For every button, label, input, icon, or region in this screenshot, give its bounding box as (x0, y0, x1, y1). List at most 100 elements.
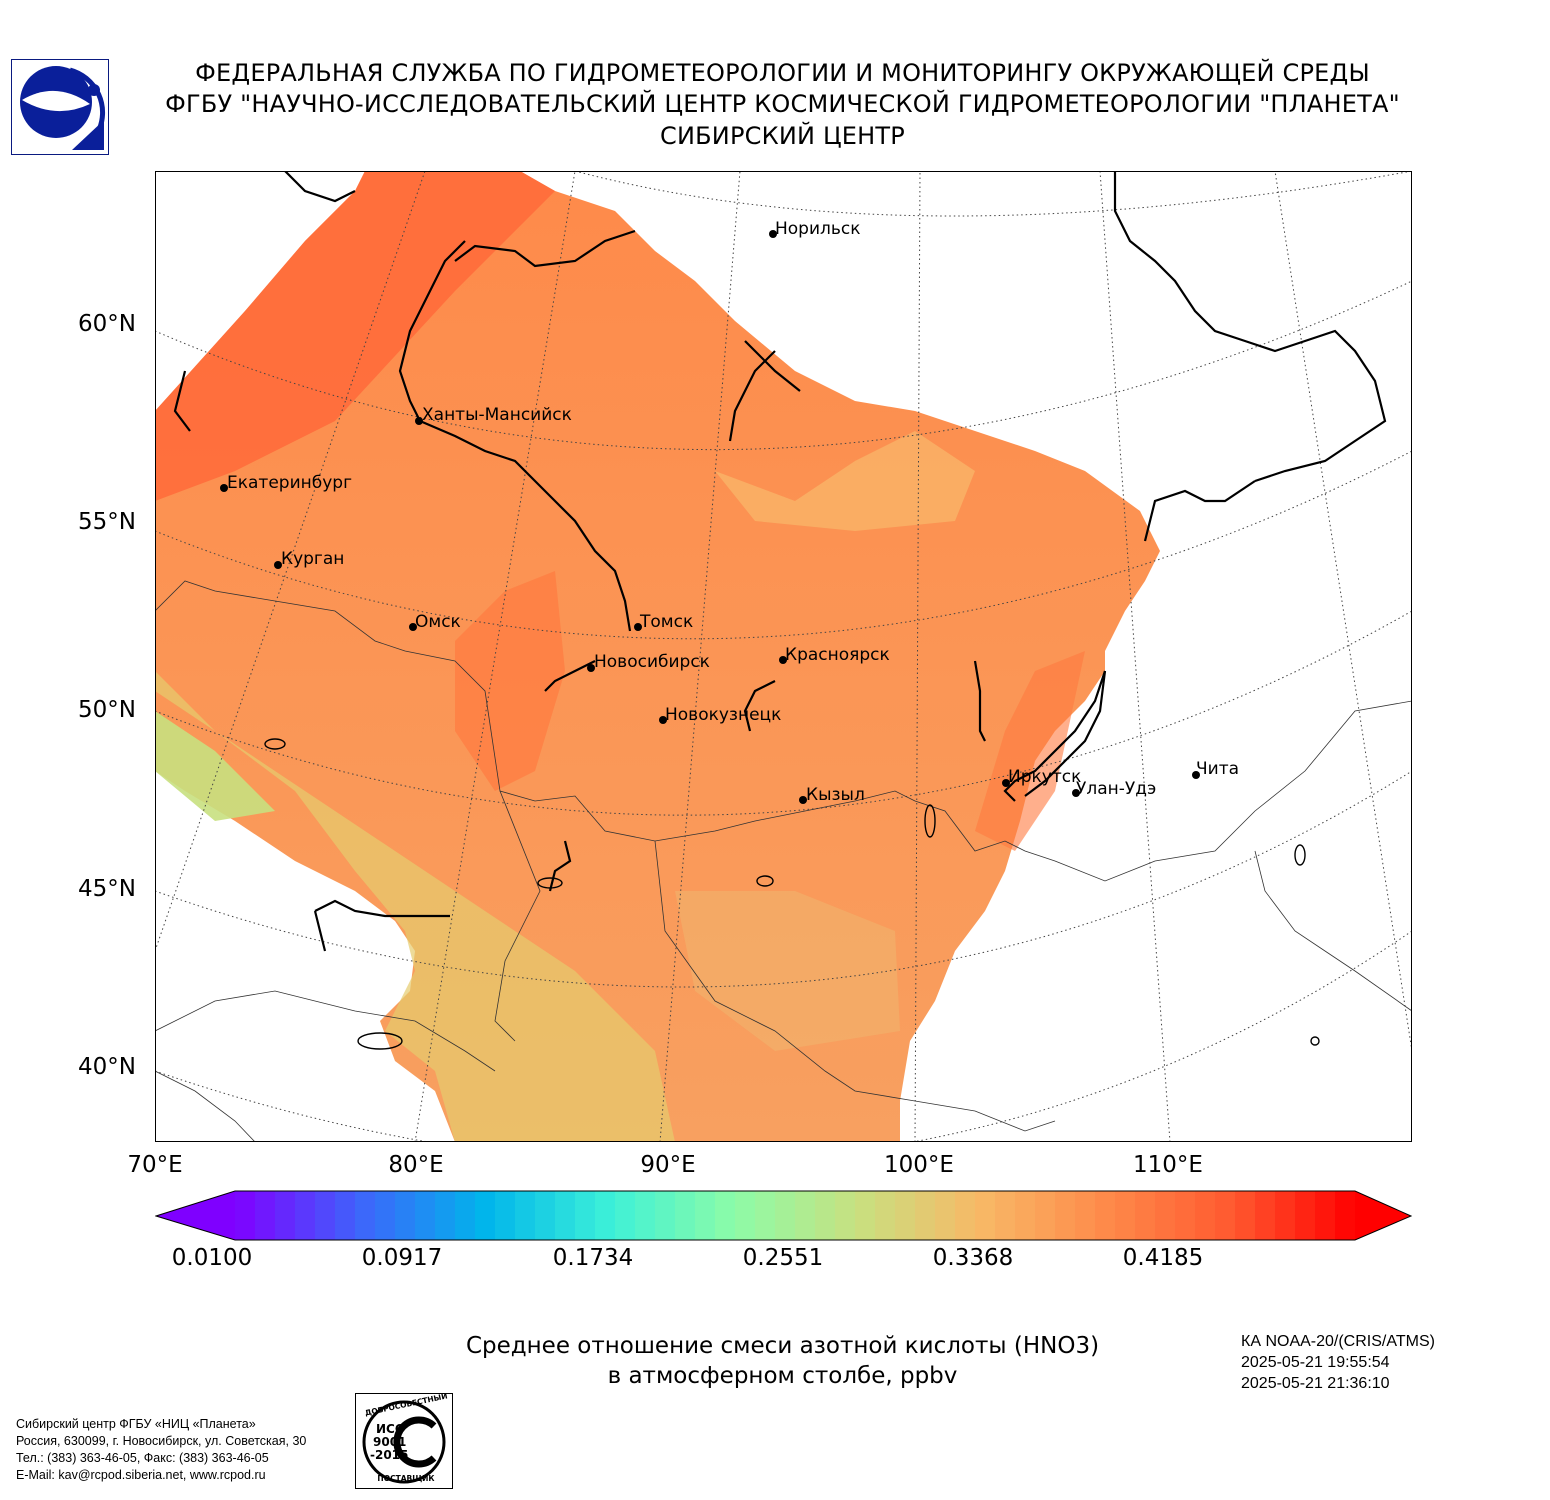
colorbar-cell (935, 1191, 956, 1240)
iso-badge-2015: -2015 (370, 1448, 409, 1462)
caption-line1: Среднее отношение смеси азотной кислоты … (465, 1333, 1100, 1359)
colorbar-cell (1335, 1191, 1356, 1240)
satellite-name: КА NOAA-20/(CRIS/ATMS) (1241, 1333, 1435, 1350)
colorbar-tick-4: 0.3368 (932, 1245, 1014, 1271)
iso-badge: ДОБРОСОВЕСТНЫЙ ИСО 9001 -2015 ПОСТАВЩИК (355, 1393, 453, 1489)
colorbar-cell (495, 1191, 516, 1240)
header-agency: ФЕДЕРАЛЬНАЯ СЛУЖБА ПО ГИДРОМЕТЕОРОЛОГИИ … (195, 59, 1370, 87)
colorbar-cell (1115, 1191, 1136, 1240)
city-label-kyzyl: Кызыл (806, 785, 865, 805)
contact-line3: Тел.: (383) 363-46-05, Факс: (383) 363-4… (16, 1451, 269, 1465)
city-label-novosibirsk: Новосибирск (594, 652, 710, 672)
city-dot-tomsk (634, 623, 642, 631)
colorbar-cell (915, 1191, 936, 1240)
colorbar-cell (355, 1191, 376, 1240)
colorbar-cell (1175, 1191, 1196, 1240)
colorbar-cell (955, 1191, 976, 1240)
header-center: СИБИРСКИЙ ЦЕНТР (660, 122, 905, 150)
header-institute: ФГБУ "НАУЧНО-ИССЛЕДОВАТЕЛЬСКИЙ ЦЕНТР КОС… (165, 90, 1400, 118)
colorbar-cell (235, 1191, 256, 1240)
contact-line4: E-Mail: kav@rcpod.siberia.net, www.rcpod… (16, 1468, 266, 1482)
iso-badge-9001: 9001 (373, 1435, 407, 1449)
city-label-ulan-ude: Улан-Удэ (1076, 779, 1157, 799)
colorbar-cell (295, 1191, 316, 1240)
colorbar-cell (1155, 1191, 1176, 1240)
city-dot-chita (1192, 771, 1200, 779)
city-dot-novokuznetsk (659, 716, 667, 724)
colorbar-tick-3: 0.2551 (742, 1245, 824, 1271)
lat-label-55: 55°N (78, 509, 136, 535)
colorbar-cell (615, 1191, 636, 1240)
colorbar-cell (895, 1191, 916, 1240)
map-panel (155, 171, 1412, 1142)
city-dot-irkutsk (1002, 779, 1010, 787)
city-dot-novosibirsk (587, 664, 595, 672)
colorbar-cell (1035, 1191, 1056, 1240)
colorbar-cell (1235, 1191, 1256, 1240)
city-label-norilsk: Норильск (775, 219, 861, 239)
caption-line2: в атмосферном столбе, ppbv (607, 1363, 958, 1389)
lat-label-50: 50°N (78, 697, 136, 723)
colorbar-cell (635, 1191, 656, 1240)
colorbar-cell (515, 1191, 536, 1240)
city-label-yekaterinburg: Екатеринбург (227, 473, 353, 493)
colorbar-cell (1215, 1191, 1236, 1240)
colorbar-cell (775, 1191, 796, 1240)
colorbar-cell (655, 1191, 676, 1240)
colorbar-extend-low (156, 1191, 235, 1240)
lon-label-90: 90°E (640, 1152, 696, 1178)
colorbar-cell (275, 1191, 296, 1240)
colorbar-cell (575, 1191, 596, 1240)
colorbar-tick-0: 0.0100 (171, 1245, 253, 1271)
colorbar-cell (1295, 1191, 1316, 1240)
colorbar-cell (475, 1191, 496, 1240)
colorbar-cell (875, 1191, 896, 1240)
city-dot-kurgan (274, 561, 282, 569)
city-dot-ulan-ude (1072, 789, 1080, 797)
lat-label-45: 45°N (78, 876, 136, 902)
satellite-time2: 2025-05-21 21:36:10 (1241, 1375, 1390, 1392)
colorbar-cell (1135, 1191, 1156, 1240)
colorbar-cell (995, 1191, 1016, 1240)
colorbar-cell (1095, 1191, 1116, 1240)
city-dot-krasnoyarsk (779, 656, 787, 664)
city-label-omsk: Омск (415, 612, 461, 632)
colorbar-cell (1315, 1191, 1336, 1240)
city-label-irkutsk: Иркутск (1008, 767, 1082, 787)
iso-badge-iso: ИСО (376, 1422, 406, 1436)
colorbar-cell (1055, 1191, 1076, 1240)
city-label-kurgan: Курган (281, 549, 345, 569)
city-dot-yekaterinburg (220, 484, 228, 492)
colorbar-cell (595, 1191, 616, 1240)
colorbar-cell (755, 1191, 776, 1240)
colorbar-cell (375, 1191, 396, 1240)
colorbar-cell (855, 1191, 876, 1240)
lon-label-70: 70°E (127, 1152, 183, 1178)
colorbar-tick-5: 0.4185 (1122, 1245, 1204, 1271)
city-label-tomsk: Томск (640, 612, 694, 632)
colorbar (155, 1190, 1412, 1241)
city-dot-kyzyl (799, 796, 807, 804)
colorbar-cell (1075, 1191, 1096, 1240)
colorbar-cell (435, 1191, 456, 1240)
lat-label-40: 40°N (78, 1054, 136, 1080)
iso-badge-bottom: ПОСТАВЩИК (377, 1474, 435, 1483)
colorbar-tick-1: 0.0917 (361, 1245, 443, 1271)
lon-label-80: 80°E (388, 1152, 444, 1178)
colorbar-cell (975, 1191, 996, 1240)
city-dot-khanty-mansiysk (415, 417, 423, 425)
city-label-novokuznetsk: Новокузнецк (665, 705, 782, 725)
colorbar-cell (315, 1191, 336, 1240)
contact-line2: Россия, 630099, г. Новосибирск, ул. Сове… (16, 1434, 307, 1448)
contact-line1: Сибирский центр ФГБУ «НИЦ «Планета» (16, 1417, 256, 1431)
colorbar-cell (815, 1191, 836, 1240)
colorbar-cell (835, 1191, 856, 1240)
colorbar-cell (555, 1191, 576, 1240)
colorbar-cell (715, 1191, 736, 1240)
city-label-krasnoyarsk: Красноярск (785, 645, 890, 665)
colorbar-cell (1015, 1191, 1036, 1240)
colorbar-extend-high (1355, 1191, 1411, 1240)
colorbar-cell (255, 1191, 276, 1240)
city-label-khanty-mansiysk: Ханты-Мансийск (422, 405, 572, 425)
colorbar-cell (535, 1191, 556, 1240)
